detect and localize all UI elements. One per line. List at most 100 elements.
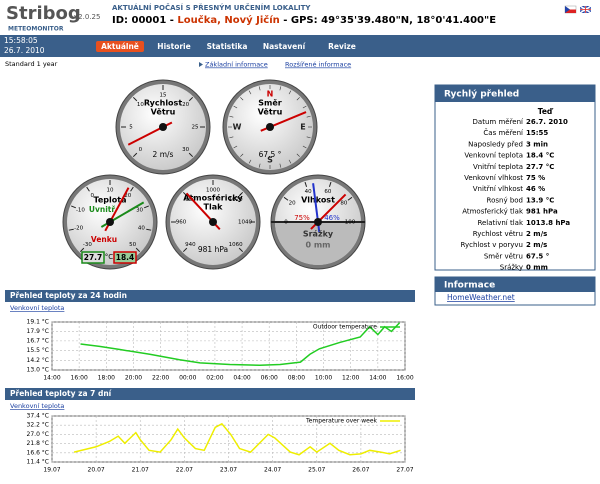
chart-tab[interactable]: Venkovní teplota xyxy=(10,402,64,410)
rain-value: 0 mm xyxy=(305,241,330,250)
gauge-minor-tick xyxy=(306,136,311,139)
quick-value: 13.9 °C xyxy=(526,196,554,204)
unit: °C xyxy=(105,253,114,261)
gauge-scale-label: 40 xyxy=(138,226,145,232)
chart-title: Přehled teploty za 7 dní xyxy=(10,389,112,398)
x-tick-label: 12:00 xyxy=(342,375,359,382)
x-tick-label: 08:00 xyxy=(288,375,305,382)
gauge-scale-label: 20 xyxy=(182,102,189,108)
quick-value: 0 mm xyxy=(526,264,548,272)
quick-label: Čas měření xyxy=(483,128,524,137)
data-line xyxy=(80,322,401,367)
gauge-hub xyxy=(209,218,217,226)
subnav-link[interactable]: Rozšířené informace xyxy=(285,61,351,69)
gauge-scale-label: -30 xyxy=(83,242,92,248)
x-tick-label: 04:00 xyxy=(233,375,250,382)
gps: - GPS: 49°35'39.480"N, 18°0'41.400"E xyxy=(283,15,496,26)
compass-label: S xyxy=(267,156,273,165)
quick-label: Datum měření xyxy=(473,118,524,126)
logo: Stribog xyxy=(6,3,81,24)
quick-title: Rychlý přehled xyxy=(444,90,519,100)
gauge-minor-tick xyxy=(240,97,244,101)
quick-value: 981 hPa xyxy=(526,208,558,216)
gauge-scale-label: 0 xyxy=(90,193,94,199)
legend-label: Outdoor temperature xyxy=(313,324,377,331)
quick-label: Vnitřní vlhkost xyxy=(473,185,524,193)
gauge-scale-label: 40 xyxy=(305,189,312,195)
tagline: AKTUÁLNÍ POČASÍ S PŘESNÝM URČENÍM LOKALI… xyxy=(112,3,311,12)
x-tick-label: 06:00 xyxy=(261,375,278,382)
y-tick-label: 13.0 °C xyxy=(27,367,49,374)
value-box xyxy=(113,251,137,264)
gauge-title: Atmosférický xyxy=(183,193,243,203)
gauge-minor-tick xyxy=(258,86,261,91)
gauge-tick xyxy=(238,247,244,253)
info-title: Informace xyxy=(444,281,495,291)
x-tick-label: 18:00 xyxy=(98,375,115,382)
chart-tab[interactable]: Venkovní teplota xyxy=(10,304,64,312)
gauge-title: Směr xyxy=(258,98,282,108)
nav-tab[interactable]: Nastavení xyxy=(263,42,306,51)
gauge-minor-tick xyxy=(306,115,311,118)
x-tick-label: 16:00 xyxy=(71,375,88,382)
quick-label: Relativní tlak xyxy=(477,219,524,227)
nav-tab[interactable]: Aktuálně xyxy=(101,42,139,51)
gauge-minor-tick xyxy=(240,153,244,157)
gauge-minor-tick xyxy=(302,145,307,149)
value-box-text: 27.7 xyxy=(84,253,103,262)
subnav-link[interactable]: Základní informace xyxy=(205,61,268,69)
info-link[interactable]: HomeWeather.net xyxy=(447,293,515,302)
gauge-minor-tick xyxy=(233,145,238,149)
gauge-scale-label: 940 xyxy=(185,242,196,248)
gauge-pressure: 940 960 980 1000 1020 1040 1060 AtmosférickýTla… xyxy=(165,174,261,270)
info-header xyxy=(435,277,595,292)
gauge-hub xyxy=(159,123,167,131)
gauge-title: Větru xyxy=(258,107,283,117)
nav-tab[interactable]: Revize xyxy=(328,42,356,51)
flags[interactable] xyxy=(564,5,592,14)
quick-panel xyxy=(434,84,596,271)
x-tick-label: 10:00 xyxy=(315,375,332,382)
gauge-tick xyxy=(86,186,90,192)
gauge-tick xyxy=(188,152,194,158)
x-tick-label: 16:00 xyxy=(396,375,413,382)
x-tick-label: 21.07 xyxy=(132,467,149,474)
nav-tab[interactable]: Statistika xyxy=(207,42,248,51)
compass-label: E xyxy=(300,123,305,132)
compass-label: W xyxy=(233,123,242,132)
gauge-scale-label: 100 xyxy=(345,220,356,226)
gauge-title: Teplota xyxy=(93,196,126,205)
nav-tab[interactable]: Historie xyxy=(157,42,190,51)
y-tick-label: 15.5 °C xyxy=(27,347,49,354)
link-arrow xyxy=(199,62,203,67)
gauge-scale-label: 20 xyxy=(124,193,131,199)
y-tick-label: 16.6 °C xyxy=(27,449,49,456)
gauge-title: Vlhkost xyxy=(301,196,335,205)
gauge-scale-label: 980 xyxy=(185,197,196,203)
gauge-scale-label: -10 xyxy=(76,207,85,213)
x-tick-label: 19.07 xyxy=(43,467,60,474)
needle-label: 75% xyxy=(294,214,310,222)
needle-name: Uvnitř xyxy=(89,205,115,214)
gauge-tick xyxy=(182,191,188,197)
gauge-scale-label: 10 xyxy=(107,188,114,194)
gauge-scale-label: -20 xyxy=(74,226,83,232)
gauge-hub xyxy=(266,123,274,131)
nav-date: 26.7. 2010 xyxy=(4,46,45,55)
quick-value: 1013.8 hPa xyxy=(526,219,570,227)
quick-value: 15:55 xyxy=(526,129,548,137)
quick-header xyxy=(435,85,595,102)
quick-now: Teď xyxy=(538,107,554,116)
gauge-title: Větru xyxy=(151,107,176,117)
gauge-hub xyxy=(106,218,114,226)
quick-label: Rychlost v poryvu xyxy=(461,241,523,249)
gauge-minor-tick xyxy=(279,86,282,91)
x-tick-label: 25.07 xyxy=(308,467,325,474)
gauge-scale-label: 50 xyxy=(129,242,136,248)
gauge-title: Tlak xyxy=(204,203,224,212)
gauge-tick xyxy=(347,196,353,201)
